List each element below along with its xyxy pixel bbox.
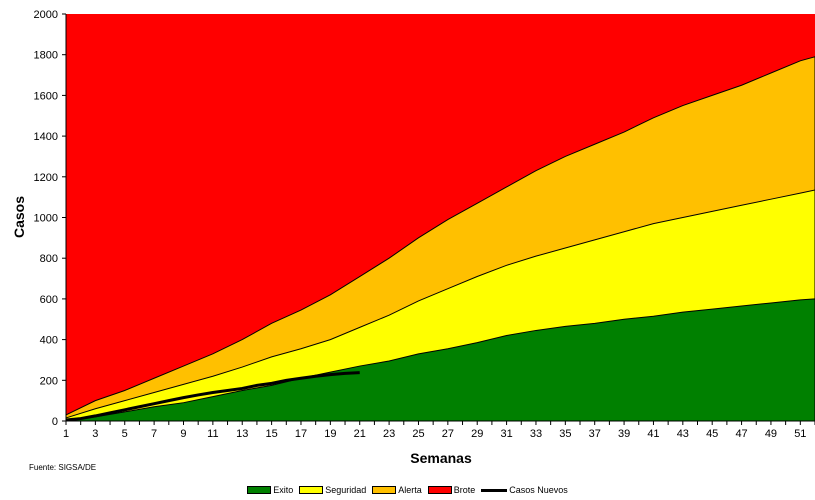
legend-swatch-exito: [247, 486, 272, 494]
y-tick-label: 1200: [34, 172, 58, 184]
y-ticks: 0 200 400 600 800 1000 1200 1400 1600 1800 2000: [34, 9, 66, 428]
x-ticks: 1 3 5 7 9 11 13 15 17 19 21 23 25 27 29 31 33 35 37 39 41 43 4…: [63, 421, 815, 440]
x-tick-label: 1: [63, 428, 69, 440]
x-tick-label: 33: [530, 428, 542, 440]
legend-swatch-brote: [427, 486, 452, 494]
legend-label-exito: Exito: [273, 485, 294, 495]
x-tick-label: 25: [412, 428, 424, 440]
y-tick-label: 1400: [34, 131, 58, 143]
legend-swatch-casos-nuevos: [481, 488, 508, 492]
x-tick-label: 31: [500, 428, 512, 440]
area-layers: [65, 14, 815, 422]
x-tick-label: 15: [265, 428, 277, 440]
y-tick-label: 1000: [34, 213, 58, 225]
y-tick-label: 0: [52, 416, 58, 428]
legend-item-casos-nuevos: Casos Nuevos: [481, 485, 568, 495]
y-tick-label: 200: [40, 375, 58, 387]
x-tick-label: 39: [618, 428, 630, 440]
x-tick-label: 13: [236, 428, 248, 440]
x-tick-label: 49: [765, 428, 777, 440]
x-tick-label: 37: [589, 428, 601, 440]
y-tick-label: 800: [40, 253, 58, 265]
area-exito: [65, 298, 815, 422]
legend-label-casos-nuevos: Casos Nuevos: [509, 485, 568, 495]
x-tick-label: 45: [706, 428, 718, 440]
y-axis-title: Casos: [11, 196, 27, 238]
legend-label-seguridad: Seguridad: [325, 485, 367, 495]
legend-swatch-seguridad: [299, 486, 324, 494]
x-tick-label: 47: [735, 428, 747, 440]
legend-item-alerta: Alerta: [372, 485, 422, 495]
x-tick-label: 9: [180, 428, 186, 440]
y-tick-label: 600: [40, 294, 58, 306]
x-tick-label: 21: [354, 428, 366, 440]
legend-label-brote: Brote: [453, 485, 476, 495]
x-tick-label: 35: [559, 428, 571, 440]
source-note: Fuente: SIGSA/DE: [29, 463, 97, 472]
legend-swatch-alerta: [372, 486, 397, 494]
y-tick-label: 2000: [34, 9, 58, 21]
legend-item-brote: Brote: [427, 485, 476, 495]
x-tick-label: 11: [207, 428, 218, 440]
x-tick-label: 43: [677, 428, 689, 440]
x-tick-label: 23: [383, 428, 395, 440]
casos-nuevos-layer: [65, 371, 360, 422]
x-tick-label: 29: [471, 428, 483, 440]
x-tick-label: 51: [794, 428, 806, 440]
x-tick-label: 17: [295, 428, 307, 440]
line-casos-nuevos: [65, 371, 360, 422]
y-tick-label: 400: [40, 335, 58, 347]
x-tick-label: 19: [324, 428, 336, 440]
legend-item-seguridad: Seguridad: [299, 485, 366, 495]
x-tick-label: 3: [92, 428, 98, 440]
x-axis-title: Semanas: [410, 450, 472, 466]
legend: Exito Seguridad Alerta Brote Casos Nuevo…: [0, 485, 815, 495]
x-tick-label: 41: [647, 428, 659, 440]
legend-label-alerta: Alerta: [398, 485, 422, 495]
x-tick-label: 7: [151, 428, 157, 440]
x-tick-label: 27: [442, 428, 454, 440]
y-tick-label: 1800: [34, 50, 58, 62]
x-tick-label: 5: [122, 428, 128, 440]
legend-item-exito: Exito: [247, 485, 293, 495]
y-tick-label: 1600: [34, 90, 58, 102]
